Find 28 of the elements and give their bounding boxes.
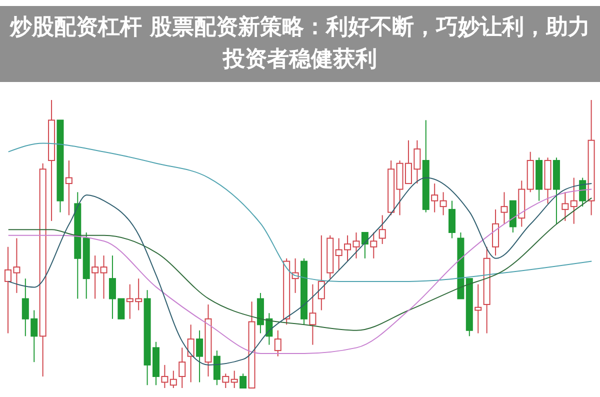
candlestick: [222, 373, 230, 388]
candlestick: [92, 255, 99, 300]
candlestick: [240, 373, 247, 388]
candlestick: [440, 192, 447, 216]
candlestick: [196, 330, 204, 383]
candlestick: [370, 232, 378, 259]
candlestick: [309, 284, 316, 346]
candlestick: [500, 192, 508, 224]
candlestick: [474, 284, 482, 334]
candlestick: [318, 234, 325, 311]
candlestick: [230, 370, 238, 388]
candlestick: [492, 208, 500, 256]
candlestick: [361, 232, 368, 259]
candlestick: [65, 160, 72, 216]
chart-title: 炒股配资杠杆 股票配资新策略：利好不断，巧妙让利，助力投资者稳健获利: [0, 6, 600, 82]
candlestick: [274, 330, 282, 357]
candlestick: [187, 324, 194, 383]
candlestick: [570, 177, 578, 224]
candlestick: [378, 214, 386, 244]
candlestick: [562, 192, 569, 222]
candlestick: [170, 370, 177, 388]
candlestick: [448, 200, 456, 239]
candlestick: [161, 364, 168, 388]
candlestick: [579, 177, 586, 208]
candlestick: [213, 350, 220, 386]
candlestick: [100, 255, 108, 300]
candlestick: [431, 183, 438, 213]
candlestick: [178, 347, 186, 388]
